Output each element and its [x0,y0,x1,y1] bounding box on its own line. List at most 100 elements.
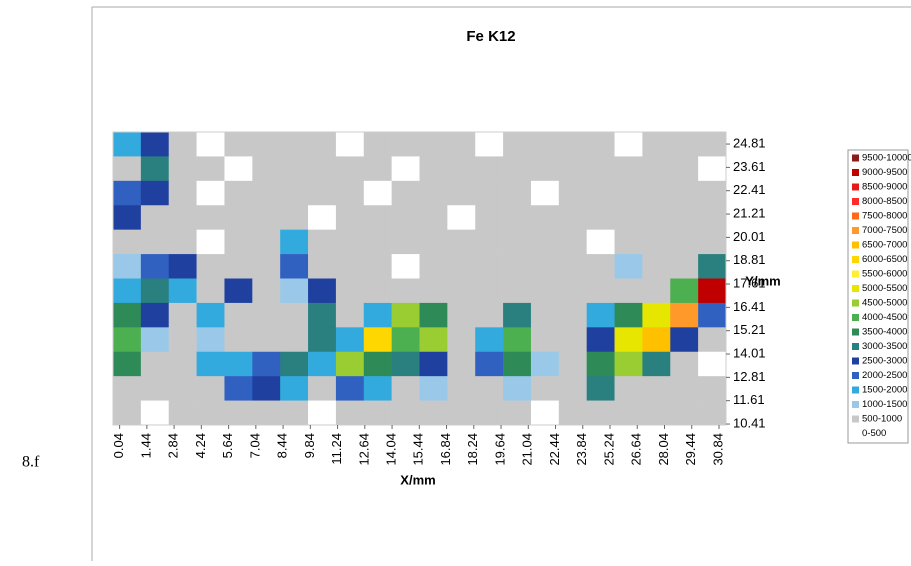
heat-cell [252,180,281,206]
chart-title: Fe K12 [466,28,515,45]
x-tick-label: 14.04 [383,433,398,466]
heat-cell [363,302,392,328]
heat-cell [447,327,476,353]
heat-cell [308,254,337,279]
heat-cell [447,400,476,426]
y-tick-label: 16.41 [733,299,766,314]
heat-cell [698,229,727,255]
heat-cell [530,351,560,377]
heat-cell [280,302,309,328]
x-tick-label: 8.44 [275,433,290,458]
heat-cell [530,400,560,426]
heat-cell [252,302,281,328]
heat-cell [586,132,615,157]
heat-cell [363,180,392,206]
heat-cell [196,132,225,157]
heat-cell [503,376,532,401]
heat-cell [113,156,142,182]
heat-cell [391,278,420,304]
heat-cell [447,302,476,328]
heat-cell [252,156,281,182]
heat-cell [252,327,281,353]
heat-cell [391,376,420,401]
heat-cell [391,132,420,157]
heat-cell [447,156,476,182]
legend-swatch [852,285,859,292]
legend-label: 1000-1500 [862,399,907,410]
heat-cell [363,400,392,426]
heat-cell [335,278,365,304]
heat-cell [586,278,615,304]
legend-label: 3000-3500 [862,341,907,352]
heat-cell [168,132,197,157]
x-tick-label: 18.24 [465,433,480,466]
heat-cell [614,254,643,279]
heat-cell [168,254,197,279]
y-tick-label: 10.41 [733,415,766,430]
heat-cell [475,229,504,255]
heat-cell [558,229,587,255]
heat-cell [698,278,727,304]
heat-cell [308,278,337,304]
heat-cell [475,278,504,304]
x-tick-label: 2.84 [166,433,181,458]
heat-cell [530,156,560,182]
heat-cell [670,351,699,377]
heat-cell [252,132,281,157]
heat-cell [698,327,727,353]
heat-cell [224,205,253,230]
heat-cell [113,302,142,328]
legend-label: 5000-5500 [862,283,907,294]
heat-cell [224,302,253,328]
heat-cell [530,278,560,304]
heat-cell [503,351,532,377]
heat-cell [363,351,392,377]
heat-cell [280,327,309,353]
heat-cell [280,156,309,182]
x-tick-label: 28.04 [656,433,671,466]
heat-cell [614,278,643,304]
heat-cell [391,351,420,377]
heat-cell [140,302,170,328]
x-tick-label: 1.44 [138,433,153,458]
heat-cell [391,400,420,426]
heat-cell [140,229,170,255]
heat-cell [224,400,253,426]
y-tick-label: 22.41 [733,182,766,197]
heat-cell [224,180,253,206]
heat-cell [670,254,699,279]
heat-cell [113,351,142,377]
heat-cell [224,376,253,401]
x-tick-label: 21.04 [520,433,535,466]
heat-cell [419,327,448,353]
heat-cell [698,180,727,206]
heat-cell [614,376,643,401]
legend-label: 6500-7000 [862,240,907,251]
heat-cell [391,254,420,279]
heat-cell [614,132,643,157]
heat-cell [363,205,392,230]
heat-cell [113,205,142,230]
heat-cell [698,156,727,182]
heat-cell [642,302,671,328]
heat-cell [335,376,365,401]
heat-cell [447,376,476,401]
legend-swatch [852,270,859,278]
heat-cell [642,229,671,255]
heat-cell [363,376,392,401]
heat-cell [140,132,170,157]
x-tick-label: 5.64 [220,433,235,458]
heat-cell [140,254,170,279]
heat-cell [335,302,365,328]
heat-cell [558,180,587,206]
heat-cell [614,156,643,182]
legend-swatch [852,169,859,176]
heat-cell [614,205,643,230]
heat-cell [475,205,504,230]
x-tick-label: 23.84 [574,433,589,466]
x-axis-label: X/mm [400,472,435,487]
legend-label: 9500-10000 [862,153,911,164]
heat-cell [642,180,671,206]
heat-cell [335,180,365,206]
